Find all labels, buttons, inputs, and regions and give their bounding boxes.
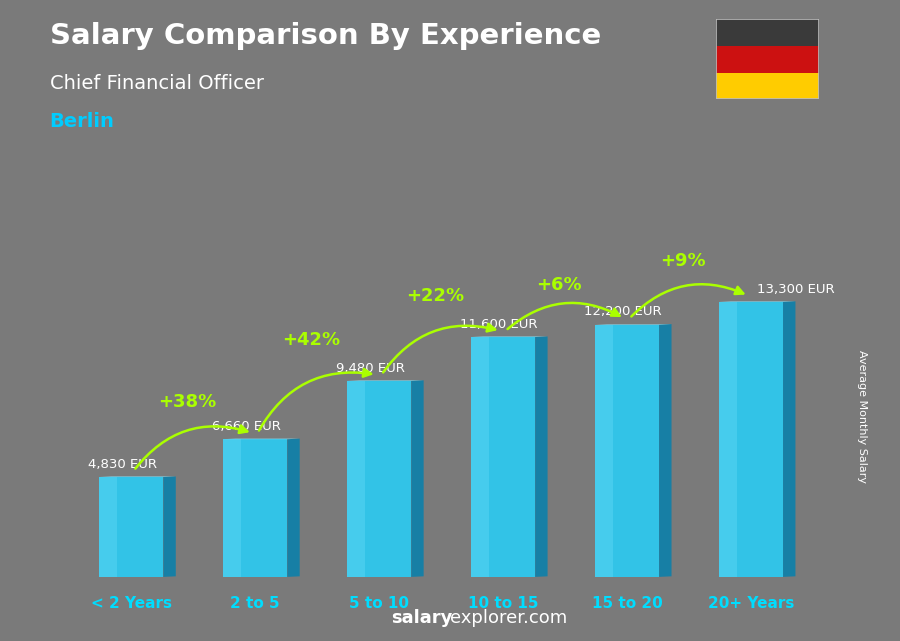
Text: 2 to 5: 2 to 5 (230, 595, 280, 610)
Polygon shape (164, 476, 176, 577)
Text: +22%: +22% (406, 287, 464, 305)
Polygon shape (287, 438, 300, 577)
Polygon shape (99, 477, 164, 577)
Polygon shape (718, 302, 737, 577)
Text: Chief Financial Officer: Chief Financial Officer (50, 74, 264, 93)
Text: < 2 Years: < 2 Years (91, 595, 172, 610)
Polygon shape (718, 302, 783, 577)
Polygon shape (223, 439, 241, 577)
Text: Berlin: Berlin (50, 112, 114, 131)
Text: 12,200 EUR: 12,200 EUR (583, 305, 662, 319)
Text: 5 to 10: 5 to 10 (349, 595, 409, 610)
Polygon shape (659, 324, 671, 577)
Text: Salary Comparison By Experience: Salary Comparison By Experience (50, 22, 601, 51)
Polygon shape (783, 301, 796, 577)
Polygon shape (595, 324, 659, 577)
Text: 13,300 EUR: 13,300 EUR (757, 283, 834, 296)
Text: 6,660 EUR: 6,660 EUR (212, 420, 281, 433)
Polygon shape (536, 337, 547, 577)
Polygon shape (346, 381, 411, 577)
Text: 15 to 20: 15 to 20 (591, 595, 662, 610)
Text: 10 to 15: 10 to 15 (468, 595, 538, 610)
Polygon shape (346, 381, 364, 577)
Polygon shape (471, 337, 489, 577)
Polygon shape (411, 380, 424, 577)
Text: +6%: +6% (536, 276, 581, 294)
Polygon shape (99, 477, 117, 577)
Text: +9%: +9% (660, 252, 706, 270)
Text: 20+ Years: 20+ Years (707, 595, 794, 610)
Text: +38%: +38% (158, 393, 216, 412)
Polygon shape (223, 439, 287, 577)
Text: 11,600 EUR: 11,600 EUR (460, 318, 537, 331)
Text: explorer.com: explorer.com (450, 609, 567, 627)
Text: salary: salary (392, 609, 453, 627)
Text: Average Monthly Salary: Average Monthly Salary (857, 350, 868, 483)
Bar (716, 72, 819, 99)
Polygon shape (595, 324, 613, 577)
Polygon shape (471, 337, 536, 577)
Text: 4,830 EUR: 4,830 EUR (88, 458, 157, 471)
Text: 9,480 EUR: 9,480 EUR (336, 362, 404, 375)
Text: +42%: +42% (282, 331, 340, 349)
Bar (716, 46, 819, 72)
Bar (716, 19, 819, 46)
